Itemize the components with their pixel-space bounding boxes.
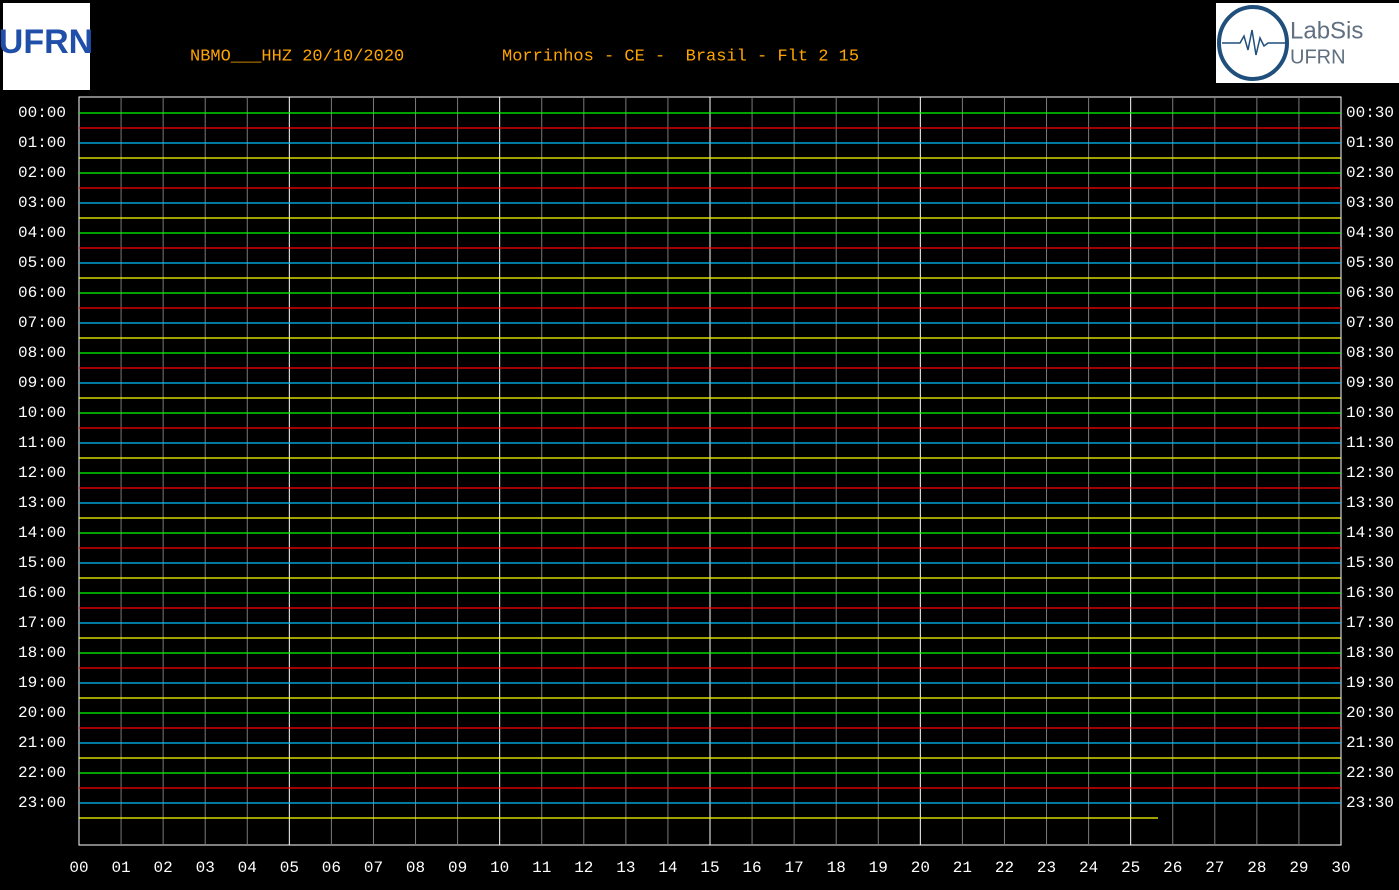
row-label-right: 17:30: [1346, 614, 1394, 632]
row-label-right: 07:30: [1346, 314, 1394, 332]
row-label-right: 00:30: [1346, 104, 1394, 122]
row-label-right: 15:30: [1346, 554, 1394, 572]
x-tick-label: 30: [1331, 859, 1350, 877]
row-label-right: 23:30: [1346, 794, 1394, 812]
x-tick-label: 01: [111, 859, 130, 877]
row-label-left: 14:00: [18, 524, 66, 542]
x-tick-label: 28: [1247, 859, 1266, 877]
x-tick-label: 23: [1037, 859, 1056, 877]
x-tick-label: 20: [911, 859, 930, 877]
row-label-left: 07:00: [18, 314, 66, 332]
row-label-left: 06:00: [18, 284, 66, 302]
x-tick-label: 05: [280, 859, 299, 877]
row-label-right: 14:30: [1346, 524, 1394, 542]
x-tick-label: 19: [869, 859, 888, 877]
row-label-left: 20:00: [18, 704, 66, 722]
row-label-left: 21:00: [18, 734, 66, 752]
row-label-right: 10:30: [1346, 404, 1394, 422]
x-tick-label: 08: [406, 859, 425, 877]
row-label-right: 04:30: [1346, 224, 1394, 242]
logo-ring: [1217, 5, 1289, 81]
row-label-right: 08:30: [1346, 344, 1394, 362]
row-label-right: 01:30: [1346, 134, 1394, 152]
station: NBMO___HHZ 20/10/2020: [190, 47, 404, 66]
x-tick-label: 16: [742, 859, 761, 877]
x-tick-label: 25: [1121, 859, 1140, 877]
logo-left: UFRN: [0, 23, 93, 61]
row-label-right: 18:30: [1346, 644, 1394, 662]
x-tick-label: 07: [364, 859, 383, 877]
x-tick-label: 02: [154, 859, 173, 877]
logo-right-title: LabSis: [1290, 17, 1363, 44]
row-label-right: 21:30: [1346, 734, 1394, 752]
x-tick-label: 11: [532, 859, 551, 877]
x-tick-label: 22: [995, 859, 1014, 877]
x-tick-label: 04: [238, 859, 257, 877]
row-label-right: 03:30: [1346, 194, 1394, 212]
row-label-left: 10:00: [18, 404, 66, 422]
row-label-left: 19:00: [18, 674, 66, 692]
row-label-right: 05:30: [1346, 254, 1394, 272]
row-label-right: 12:30: [1346, 464, 1394, 482]
row-label-right: 09:30: [1346, 374, 1394, 392]
x-tick-label: 18: [827, 859, 846, 877]
row-label-left: 05:00: [18, 254, 66, 272]
location: Morrinhos - CE - Brasil - Flt 2 15: [502, 47, 859, 66]
x-tick-label: 17: [785, 859, 804, 877]
x-tick-label: 26: [1163, 859, 1182, 877]
row-label-right: 02:30: [1346, 164, 1394, 182]
x-tick-label: 14: [658, 859, 677, 877]
row-label-left: 18:00: [18, 644, 66, 662]
row-label-left: 16:00: [18, 584, 66, 602]
x-tick-label: 27: [1205, 859, 1224, 877]
x-tick-label: 21: [953, 859, 972, 877]
row-label-left: 00:00: [18, 104, 66, 122]
row-label-left: 01:00: [18, 134, 66, 152]
x-tick-label: 09: [448, 859, 467, 877]
logo-wave: [1222, 29, 1286, 56]
row-label-left: 08:00: [18, 344, 66, 362]
row-label-left: 09:00: [18, 374, 66, 392]
row-label-right: 06:30: [1346, 284, 1394, 302]
row-label-left: 23:00: [18, 794, 66, 812]
row-label-left: 13:00: [18, 494, 66, 512]
row-label-left: 22:00: [18, 764, 66, 782]
x-tick-label: 15: [700, 859, 719, 877]
row-label-right: 13:30: [1346, 494, 1394, 512]
x-tick-label: 03: [196, 859, 215, 877]
row-label-right: 20:30: [1346, 704, 1394, 722]
x-tick-label: 00: [69, 859, 88, 877]
row-label-right: 16:30: [1346, 584, 1394, 602]
row-label-left: 04:00: [18, 224, 66, 242]
x-tick-label: 06: [322, 859, 341, 877]
row-label-left: 17:00: [18, 614, 66, 632]
row-label-left: 02:00: [18, 164, 66, 182]
x-tick-label: 13: [616, 859, 635, 877]
row-label-right: 19:30: [1346, 674, 1394, 692]
x-tick-label: 29: [1289, 859, 1308, 877]
row-label-left: 12:00: [18, 464, 66, 482]
x-tick-label: 10: [490, 859, 509, 877]
row-label-left: 03:00: [18, 194, 66, 212]
logo-left-box: [3, 3, 90, 90]
row-label-right: 11:30: [1346, 434, 1394, 452]
row-label-left: 15:00: [18, 554, 66, 572]
row-label-left: 11:00: [18, 434, 66, 452]
logo-right-sub: UFRN: [1290, 46, 1346, 68]
row-label-right: 22:30: [1346, 764, 1394, 782]
x-tick-label: 24: [1079, 859, 1098, 877]
x-tick-label: 12: [574, 859, 593, 877]
